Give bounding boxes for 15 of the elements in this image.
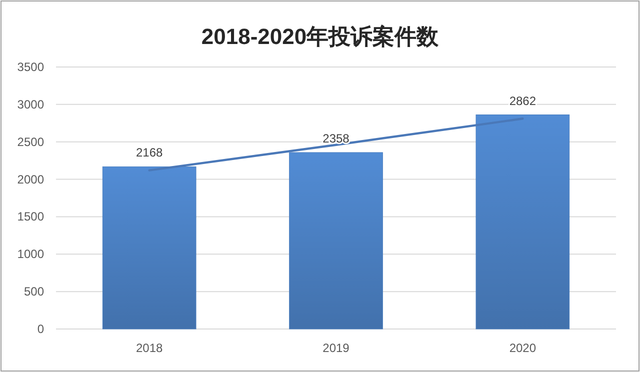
y-tick-label: 3000 [17,97,44,112]
chart-title: 2018-2020年投诉案件数 [201,24,440,49]
y-tick-label: 3500 [17,60,44,74]
data-label: 2862 [509,94,536,108]
x-tick-label: 2020 [509,341,536,355]
data-label: 2358 [322,131,350,146]
y-tick-label: 500 [24,284,44,299]
y-tick-label: 1500 [17,210,44,224]
data-label: 2168 [136,146,164,160]
y-tick-label: 2000 [17,172,44,186]
y-tick-label: 2500 [17,134,44,149]
y-tick-label: 1000 [17,247,44,262]
x-tick-label: 2018 [136,341,164,355]
y-tick-label: 0 [37,322,44,336]
x-tick-label: 2019 [322,341,350,355]
